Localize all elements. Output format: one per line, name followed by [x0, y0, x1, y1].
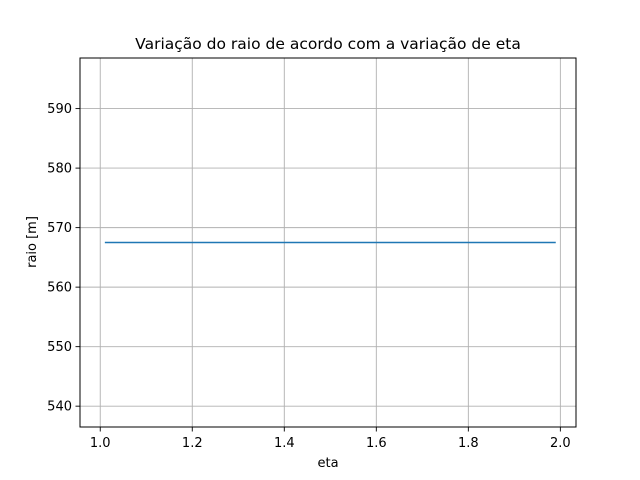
x-tick-label: 2.0 [550, 436, 571, 451]
y-tick-label: 540 [47, 400, 72, 415]
y-tick-label: 550 [47, 340, 72, 355]
y-tick-label: 590 [47, 102, 72, 117]
y-axis: 540 550 560 570 580 590 [47, 102, 80, 415]
x-tick-label: 1.6 [366, 436, 387, 451]
y-tick-label: 570 [47, 221, 72, 236]
chart-title: Variação do raio de acordo com a variaçã… [135, 35, 521, 53]
x-tick-label: 1.8 [458, 436, 479, 451]
x-tick-label: 1.0 [90, 436, 111, 451]
x-axis-label: eta [317, 456, 338, 471]
x-axis: 1.0 1.2 1.4 1.6 1.8 2.0 [90, 427, 571, 451]
y-tick-label: 580 [47, 162, 72, 177]
y-tick-label: 560 [47, 281, 72, 296]
x-tick-label: 1.4 [274, 436, 295, 451]
x-tick-label: 1.2 [182, 436, 203, 451]
y-axis-label: raio [m] [25, 216, 40, 268]
plot-frame [79, 57, 577, 428]
